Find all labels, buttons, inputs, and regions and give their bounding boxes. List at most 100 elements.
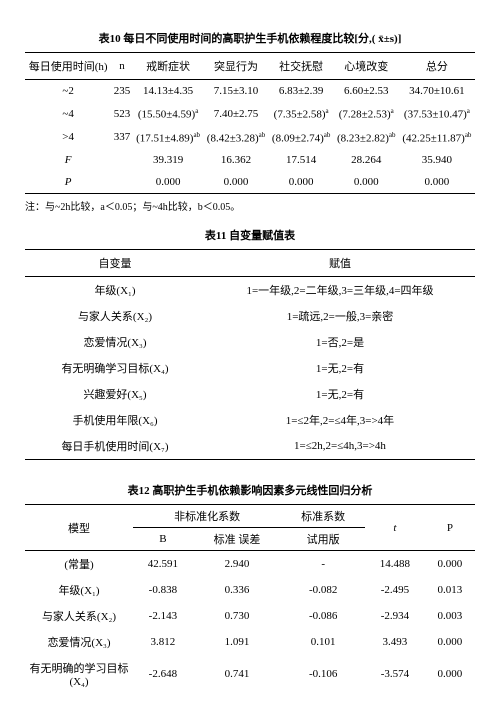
cell: 1=≤2年,2=≤4年,3=>4年: [205, 407, 475, 433]
table11: 自变量 赋值 年级(X₁)1=一年级,2=二年级,3=三年级,4=四年级与家人关…: [25, 249, 475, 460]
cell: P: [25, 171, 111, 194]
cell: (7.28±2.53)a: [334, 102, 399, 126]
cell: 35.940: [399, 149, 475, 171]
cell: -2.495: [365, 577, 425, 603]
table12: 模型 非标准化系数 标准系数 t P B 标准 误差 试用版 (常量)42.59…: [25, 504, 475, 693]
cell: 42.591: [133, 551, 193, 578]
cell: 0.000: [269, 171, 334, 194]
cell: 0.101: [281, 629, 365, 655]
cell: 14.488: [365, 551, 425, 578]
cell: 0.000: [425, 551, 475, 578]
cell: 3.493: [365, 629, 425, 655]
table-row: 兴趣爱好(X₅)1=无,2=有: [25, 381, 475, 407]
cell: 6.83±2.39: [269, 80, 334, 103]
t11-h1: 赋值: [205, 250, 475, 277]
table-row: 每日手机使用时间(X₇)1=≤2h,2=≤4h,3=>4h: [25, 433, 475, 460]
t12-sh-se: 标准 误差: [193, 528, 282, 551]
cell: 0.003: [425, 603, 475, 629]
table-row: >4337(17.51±4.89)ab(8.42±3.28)ab(8.09±2.…: [25, 126, 475, 150]
t10-h3: 突显行为: [203, 53, 268, 80]
cell: 年级(X₁): [25, 277, 205, 304]
table-row: 手机使用年限(X₆)1=≤2年,2=≤4年,3=>4年: [25, 407, 475, 433]
cell: 与家人关系(X₂): [25, 603, 133, 629]
cell: 恋爱情况(X₃): [25, 629, 133, 655]
cell: ~4: [25, 102, 111, 126]
table10: 每日使用时间(h) n 戒断症状 突显行为 社交抚慰 心境改变 总分 ~2235…: [25, 52, 475, 194]
cell: ~2: [25, 80, 111, 103]
cell: (8.23±2.82)ab: [334, 126, 399, 150]
cell: (8.09±2.74)ab: [269, 126, 334, 150]
cell: -0.082: [281, 577, 365, 603]
cell: 0.000: [425, 655, 475, 693]
cell: 3.812: [133, 629, 193, 655]
cell: -: [281, 551, 365, 578]
cell: [111, 171, 132, 194]
cell: 恋爱情况(X₃): [25, 329, 205, 355]
cell: 7.15±3.10: [203, 80, 268, 103]
cell: -3.574: [365, 655, 425, 693]
cell: 兴趣爱好(X₅): [25, 381, 205, 407]
cell: 与家人关系(X₂): [25, 303, 205, 329]
cell: 手机使用年限(X₆): [25, 407, 205, 433]
cell: 有无明确的学习目标(X₄): [25, 655, 133, 693]
cell: (42.25±11.87)ab: [399, 126, 475, 150]
table12-header-row1: 模型 非标准化系数 标准系数 t P: [25, 505, 475, 528]
cell: -2.648: [133, 655, 193, 693]
table10-title: 表10 每日不同使用时间的高职护生手机依赖程度比较[分,( x̄±s)]: [25, 30, 475, 46]
cell: 0.000: [203, 171, 268, 194]
cell: 0.000: [334, 171, 399, 194]
cell: 0.000: [425, 629, 475, 655]
table11-title: 表11 自变量赋值表: [25, 227, 475, 243]
cell: (17.51±4.89)ab: [133, 126, 204, 150]
cell: 34.70±10.61: [399, 80, 475, 103]
table-row: F39.31916.36217.51428.26435.940: [25, 149, 475, 171]
table-row: ~223514.13±4.357.15±3.106.83±2.396.60±2.…: [25, 80, 475, 103]
cell: -0.838: [133, 577, 193, 603]
cell: 17.514: [269, 149, 334, 171]
cell: (8.42±3.28)ab: [203, 126, 268, 150]
cell: 6.60±2.53: [334, 80, 399, 103]
t12-th-unstd: 非标准化系数: [133, 505, 281, 528]
cell: 7.40±2.75: [203, 102, 268, 126]
cell: (7.35±2.58)a: [269, 102, 334, 126]
table10-header-row: 每日使用时间(h) n 戒断症状 突显行为 社交抚慰 心境改变 总分: [25, 53, 475, 80]
t10-h4: 社交抚慰: [269, 53, 334, 80]
cell: 16.362: [203, 149, 268, 171]
cell: 0.730: [193, 603, 282, 629]
table-row: 恋爱情况(X₃)1=否,2=是: [25, 329, 475, 355]
cell: 1=否,2=是: [205, 329, 475, 355]
cell: 0.741: [193, 655, 282, 693]
cell: (常量): [25, 551, 133, 578]
cell: 0.000: [133, 171, 204, 194]
cell: -2.143: [133, 603, 193, 629]
cell: 有无明确学习目标(X₄): [25, 355, 205, 381]
table-row: 恋爱情况(X₃)3.8121.0910.1013.4930.000: [25, 629, 475, 655]
cell: 523: [111, 102, 132, 126]
table-row: P0.0000.0000.0000.0000.000: [25, 171, 475, 194]
t12-th-p: P: [425, 505, 475, 551]
table-row: 年级(X₁)1=一年级,2=二年级,3=三年级,4=四年级: [25, 277, 475, 304]
cell: 1=≤2h,2=≤4h,3=>4h: [205, 433, 475, 460]
cell: 每日手机使用时间(X₇): [25, 433, 205, 460]
cell: 14.13±4.35: [133, 80, 204, 103]
t11-h0: 自变量: [25, 250, 205, 277]
cell: 235: [111, 80, 132, 103]
t10-h2: 戒断症状: [133, 53, 204, 80]
cell: 1=一年级,2=二年级,3=三年级,4=四年级: [205, 277, 475, 304]
cell: 0.336: [193, 577, 282, 603]
table-row: 年级(X₁)-0.8380.336-0.082-2.4950.013: [25, 577, 475, 603]
cell: [111, 149, 132, 171]
cell: 2.940: [193, 551, 282, 578]
cell: -2.934: [365, 603, 425, 629]
t12-sh-b: B: [133, 528, 193, 551]
table11-header-row: 自变量 赋值: [25, 250, 475, 277]
t12-th-model: 模型: [25, 505, 133, 551]
cell: >4: [25, 126, 111, 150]
t10-h5: 心境改变: [334, 53, 399, 80]
cell: 28.264: [334, 149, 399, 171]
cell: 1.091: [193, 629, 282, 655]
t12-th-std: 标准系数: [281, 505, 365, 528]
cell: 1=无,2=有: [205, 355, 475, 381]
table12-title: 表12 高职护生手机依赖影响因素多元线性回归分析: [25, 482, 475, 498]
table-row: 有无明确的学习目标(X₄)-2.6480.741-0.106-3.5740.00…: [25, 655, 475, 693]
